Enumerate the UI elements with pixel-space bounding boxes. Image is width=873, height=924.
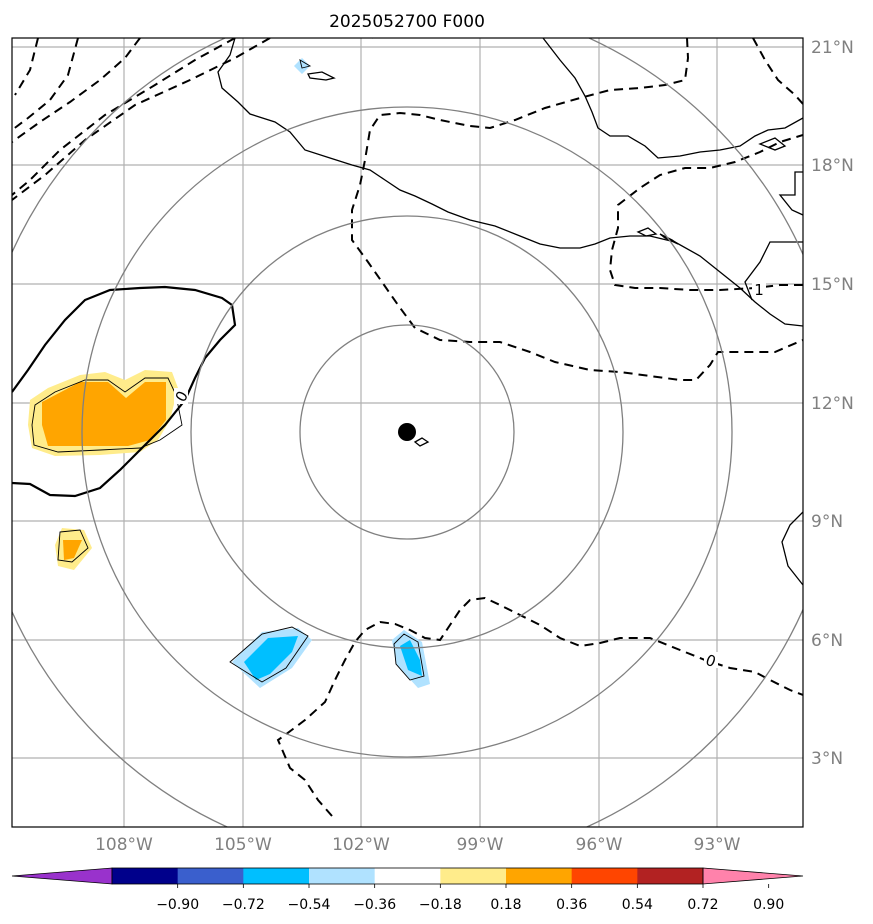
lat-tick-label: 21°N [811, 38, 854, 58]
map-title: 2025052700 F000 [329, 12, 485, 32]
colorbar-segment [112, 868, 179, 884]
lat-tick-label: 3°N [811, 749, 843, 769]
colorbar-tick-label: 0.54 [622, 897, 653, 913]
colorbar-segment [243, 868, 310, 884]
range-ring [81, 106, 733, 758]
lon-tick-label: 105°W [214, 835, 272, 855]
mexico-coastline [217, 38, 803, 327]
lon-tick-label: 93°W [694, 835, 741, 855]
colorbar-outline [111, 867, 704, 885]
contour-label-one: 1 [754, 281, 764, 299]
island-b [636, 227, 658, 237]
lat-tick-label: 9°N [811, 512, 843, 532]
range-rings [12, 38, 803, 827]
label-bg [752, 280, 766, 298]
lon-tick-label: 99°W [457, 835, 504, 855]
colorbar-tick-label: 0.72 [687, 897, 718, 913]
map-frame [11, 37, 804, 828]
lat-tick-label: 18°N [811, 156, 854, 176]
colorbar-segment [440, 868, 507, 884]
colorbar-segment [637, 868, 704, 884]
central-america-coast [778, 171, 803, 216]
guatemala-coast [744, 241, 803, 301]
colorbar-extend-high [702, 867, 804, 885]
colorbar: −0.90 −0.72 −0.54 −0.36 −0.18 0.18 0.36 0.54 0.7… [11, 867, 804, 913]
label-bg [174, 388, 188, 404]
colorbar-segment [374, 868, 441, 884]
thin-contours [31, 59, 425, 683]
range-ring [299, 324, 515, 540]
gulf-coastline [542, 38, 803, 159]
latitude-tick-labels: 21°N 18°N 15°N 12°N 9°N 6°N 3°N [811, 38, 854, 769]
coastlines [217, 38, 803, 586]
island-d [413, 437, 430, 447]
colorbar-tick-label: −0.54 [288, 897, 331, 913]
colorbar-segment [177, 868, 244, 884]
positive-anomaly-inner [42, 382, 166, 446]
colorbar-tick-label: −0.72 [222, 897, 265, 913]
colorbar-segment [571, 868, 638, 884]
colorbar-tick-label: −0.90 [156, 897, 199, 913]
island-a [307, 71, 336, 81]
positive-anomaly-small-inner [63, 540, 82, 560]
negative-anomaly-inner-a [244, 636, 298, 680]
negative-anomaly-tiny [294, 58, 310, 74]
lat-tick-label: 12°N [811, 394, 854, 414]
lat-tick-label: 6°N [811, 631, 843, 651]
colorbar-tick-label: 0.36 [556, 897, 587, 913]
solid-contour [12, 285, 237, 498]
range-ring [190, 215, 624, 649]
storm-center-marker [398, 423, 416, 441]
colorbar-tick-label: 0.90 [753, 897, 784, 913]
negative-anomaly-inner-b [400, 640, 422, 676]
gridlines [12, 38, 803, 827]
longitude-tick-labels: 108°W 105°W 102°W 99°W 96°W 93°W [95, 835, 741, 855]
lon-tick-label: 96°W [576, 835, 623, 855]
colorbar-tick-label: −0.18 [419, 897, 462, 913]
colorbar-extend-low [11, 867, 113, 885]
colorbar-segment [506, 868, 573, 884]
label-bg [704, 652, 718, 668]
colorbar-tick-label: 0.18 [490, 897, 521, 913]
map-area: 0 1 0 [12, 38, 803, 827]
colorbar-tick-label: −0.36 [353, 897, 396, 913]
lat-tick-label: 15°N [811, 275, 854, 295]
south-america-coast [781, 511, 803, 586]
colorbar-segment [309, 868, 376, 884]
lon-tick-label: 108°W [95, 835, 153, 855]
shaded-field [28, 58, 430, 688]
dashed-contours [12, 38, 803, 817]
lon-tick-label: 102°W [332, 835, 390, 855]
